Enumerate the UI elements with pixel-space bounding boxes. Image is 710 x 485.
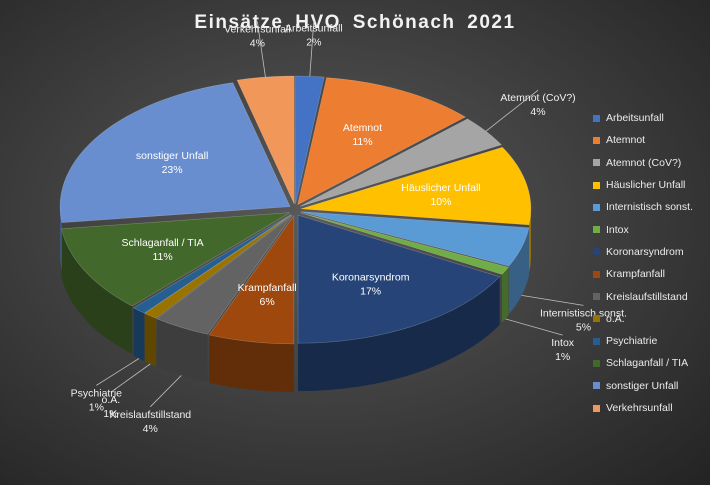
legend-label: Arbeitsunfall <box>606 112 664 125</box>
legend-item-krampfanfall: Krampfanfall <box>593 263 693 285</box>
legend-swatch <box>593 203 600 211</box>
slice-side-internistisch-sonst <box>508 227 529 315</box>
legend-label: Schlaganfall / TIA <box>606 357 689 370</box>
chart-title: Einsätze HVO Schönach 2021 <box>194 12 516 33</box>
legend-item-psychiatrie: Psychiatrie <box>593 330 693 352</box>
legend-swatch <box>593 136 600 144</box>
data-label-arbeitsunfall: Arbeitsunfall 2% <box>285 22 343 48</box>
legend-item-verkehrsunfall: Verkehrsunfall <box>593 397 693 419</box>
slice-o-a[interactable] <box>144 214 292 319</box>
legend-item-atemnot: Atemnot <box>593 129 693 151</box>
legend-item-o-a: o.A. <box>593 308 693 330</box>
legend-label: Koronarsyndrom <box>606 245 684 258</box>
slice-atemnot[interactable] <box>297 77 467 206</box>
leader-line-verkehrsunfall <box>256 21 266 78</box>
slice-intox[interactable] <box>300 212 509 275</box>
legend-swatch <box>593 359 600 367</box>
legend-label: Verkehrsunfall <box>606 402 673 414</box>
slice-krampfanfall[interactable] <box>208 214 295 345</box>
slice-h-uslicher-unfall[interactable] <box>300 146 532 226</box>
slice-side-kreislaufstillstand <box>156 318 208 383</box>
legend-swatch <box>593 226 600 234</box>
slice-side-schlaganfall-tia <box>61 228 133 355</box>
legend-swatch <box>593 159 600 167</box>
data-label-schlaganfall-tia: Schlaganfall / TIA 11% <box>122 237 204 263</box>
slice-side-psychiatrie <box>133 307 145 362</box>
legend-swatch <box>593 114 600 122</box>
slice-kreislaufstillstand[interactable] <box>156 215 293 335</box>
data-label-intox: Intox 1% <box>551 337 575 363</box>
legend-label: Intox <box>606 223 629 236</box>
leader-line-arbeitsunfall <box>309 20 315 77</box>
legend-item-koronarsyndrom: Koronarsyndrom <box>593 241 693 263</box>
data-label-h-uslicher-unfall: Häuslicher Unfall 10% <box>401 182 480 208</box>
data-label-psychiatrie: Psychiatrie 1% <box>71 387 123 413</box>
data-label-sonstiger-unfall: sonstiger Unfall 23% <box>136 150 208 176</box>
pie-side-walls <box>60 206 531 392</box>
data-label-internistisch-sonst: Internistisch sonst. 5% <box>540 307 627 333</box>
data-label-kreislaufstillstand: Kreislaufstillstand 4% <box>109 409 191 435</box>
leader-line-psychiatrie <box>96 358 140 386</box>
slice-arbeitsunfall[interactable] <box>295 75 325 205</box>
slice-psychiatrie[interactable] <box>132 214 292 314</box>
leader-line-intox <box>505 318 563 336</box>
leader-line-internistisch-sonst <box>521 294 584 306</box>
legend-label: o.A. <box>606 312 625 325</box>
legend-item-intox: Intox <box>593 218 693 240</box>
slice-side-krampfanfall <box>209 334 294 392</box>
leader-line-atemnot-cov <box>485 89 539 132</box>
legend-swatch <box>593 382 600 390</box>
slice-side-sonstiger-unfall <box>60 206 62 271</box>
legend-swatch <box>593 404 600 412</box>
leader-line-o-a <box>110 363 151 393</box>
legend-label: Krampfanfall <box>606 268 665 281</box>
legend-swatch <box>593 315 600 323</box>
data-label-koronarsyndrom: Koronarsyndrom 17% <box>332 271 410 297</box>
legend-item-schlaganfall-tia: Schlaganfall / TIA <box>593 352 693 374</box>
legend-swatch <box>593 248 600 256</box>
leader-line-kreislaufstillstand <box>149 375 182 408</box>
legend-item-internistisch-sonst: Internistisch sonst. <box>593 196 693 218</box>
slice-schlaganfall-tia[interactable] <box>61 212 290 307</box>
legend-swatch <box>593 293 600 301</box>
slice-verkehrsunfall[interactable] <box>236 75 295 205</box>
legend-label: Kreislaufstillstand <box>606 290 688 303</box>
legend-item-sonstiger-unfall: sonstiger Unfall <box>593 375 693 397</box>
legend-label: Häuslicher Unfall <box>606 179 686 192</box>
data-label-atemnot-cov: Atemnot (CoV?) 4% <box>500 92 575 118</box>
legend-item-arbeitsunfall: Arbeitsunfall <box>593 107 693 129</box>
slice-side-koronarsyndrom <box>298 276 500 392</box>
legend-label: Psychiatrie <box>606 335 658 348</box>
slice-side-intox <box>501 267 509 323</box>
data-label-atemnot: Atemnot 11% <box>343 122 382 148</box>
legend-swatch <box>593 270 600 278</box>
legend-swatch <box>593 181 600 189</box>
slice-atemnot-cov[interactable] <box>299 118 502 207</box>
data-label-verkehrsunfall: Verkehrsunfall 4% <box>224 23 291 49</box>
legend-item-h-uslicher-unfall: Häuslicher Unfall <box>593 174 693 196</box>
legend: Arbeitsunfall Atemnot Atemnot (CoV?) Häusli… <box>593 107 693 419</box>
legend-label: sonstiger Unfall <box>606 379 679 392</box>
legend-label: Atemnot <box>606 134 646 147</box>
data-label-krampfanfall: Krampfanfall 6% <box>238 282 297 308</box>
legend-item-atemnot-cov: Atemnot (CoV?) <box>593 152 693 174</box>
legend-label: Atemnot (CoV?) <box>606 156 682 169</box>
legend-label: Internistisch sonst. <box>606 201 693 214</box>
slice-internistisch-sonst[interactable] <box>300 211 530 267</box>
legend-swatch <box>593 337 600 345</box>
data-label-o-a: o.A. 1% <box>102 394 121 420</box>
slice-side-o-a <box>144 313 157 367</box>
data-labels: Arbeitsunfall 2% Atemnot 11% Atemnot (CoV?) 4… <box>71 20 627 435</box>
slice-koronarsyndrom[interactable] <box>297 214 501 344</box>
pie-top <box>59 75 532 345</box>
slice-sonstiger-unfall[interactable] <box>59 82 291 223</box>
legend-item-kreislaufstillstand: Kreislaufstillstand <box>593 285 693 307</box>
slice-side-h-uslicher-unfall <box>529 208 531 273</box>
